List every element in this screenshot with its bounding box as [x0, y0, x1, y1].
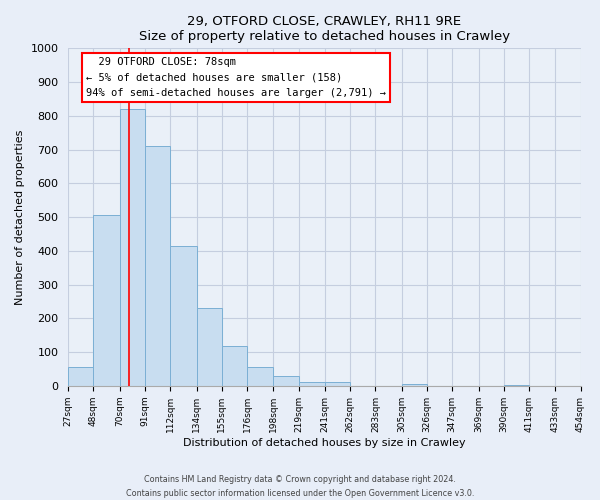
X-axis label: Distribution of detached houses by size in Crawley: Distribution of detached houses by size …	[183, 438, 466, 448]
Y-axis label: Number of detached properties: Number of detached properties	[15, 130, 25, 305]
Bar	[68, 368, 94, 386]
Bar	[170, 246, 197, 386]
Bar	[325, 382, 350, 386]
Bar	[402, 384, 427, 386]
Bar	[247, 366, 274, 386]
Bar	[299, 382, 325, 386]
Bar	[197, 308, 222, 386]
Text: Contains HM Land Registry data © Crown copyright and database right 2024.
Contai: Contains HM Land Registry data © Crown c…	[126, 476, 474, 498]
Title: 29, OTFORD CLOSE, CRAWLEY, RH11 9RE
Size of property relative to detached houses: 29, OTFORD CLOSE, CRAWLEY, RH11 9RE Size…	[139, 15, 510, 43]
Bar	[94, 216, 120, 386]
Bar	[504, 385, 529, 386]
Text: 29 OTFORD CLOSE: 78sqm  
← 5% of detached houses are smaller (158)
94% of semi-d: 29 OTFORD CLOSE: 78sqm ← 5% of detached …	[86, 57, 386, 98]
Bar	[222, 346, 247, 386]
Bar	[145, 146, 170, 386]
Bar	[274, 376, 299, 386]
Bar	[120, 109, 145, 386]
